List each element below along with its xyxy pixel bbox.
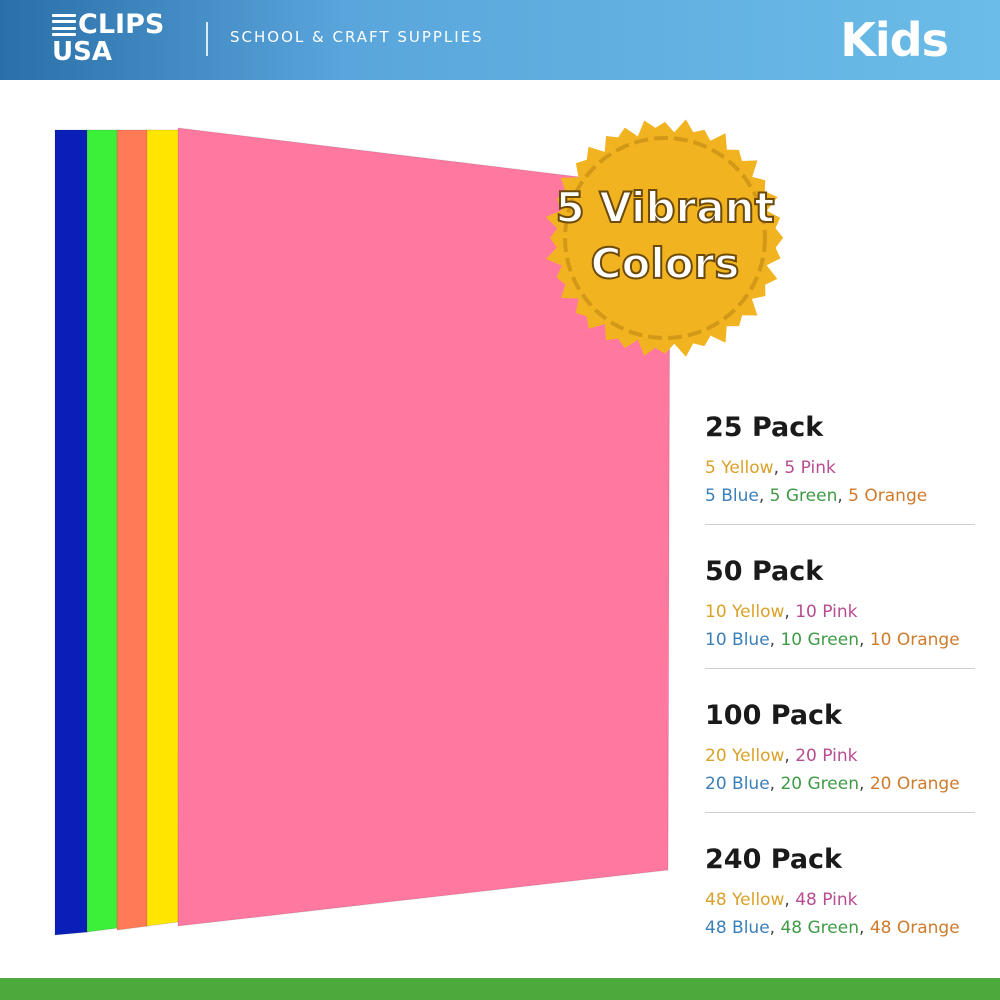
comma: , [784,746,796,766]
comma: , [784,602,796,622]
orange-count: 5 Orange [848,486,928,506]
pack-title: 50 Pack [705,556,824,587]
orange-count: 20 Orange [869,774,960,794]
green-count: 5 Green [769,486,838,506]
comma: , [769,918,781,938]
kids-label: Kids [840,13,949,67]
green-count: 20 Green [780,774,859,794]
comma: , [784,890,796,910]
footer-bar [0,978,1000,1000]
paper-sheet-pink-edge [177,127,671,927]
pack-colors-line-1: 10 Yellow, 10 Pink [705,602,857,622]
pack-option: 50 Pack 10 Yellow, 10 Pink 10 Blue, 10 G… [705,552,975,696]
logo-word-usa: USA [52,37,112,67]
pack-title: 100 Pack [705,700,843,731]
blue-count: 5 Blue [705,486,759,506]
comma: , [769,630,781,650]
paper-sheet-pink [178,128,670,926]
pink-count: 48 Pink [795,890,858,910]
pack-title: 240 Pack [705,844,843,875]
badge-text: 5 Vibrant Colors [540,180,790,292]
pack-colors-line-2: 10 Blue, 10 Green, 10 Orange [705,630,960,650]
comma: , [769,774,781,794]
pink-count: 20 Pink [795,746,858,766]
paper-sheet-orange [117,130,150,930]
vibrant-colors-badge: 5 Vibrant Colors [540,118,790,358]
pack-colors-line-2: 48 Blue, 48 Green, 48 Orange [705,918,960,938]
pack-colors-line-2: 5 Blue, 5 Green, 5 Orange [705,486,927,506]
paper-sheet-blue [55,130,90,935]
comma: , [859,630,870,650]
pack-divider [705,812,975,813]
comma: , [859,774,870,794]
yellow-count: 20 Yellow [705,746,785,766]
paper-sheet-blue-edge [54,129,91,936]
green-count: 48 Green [780,918,859,938]
pack-colors-line-1: 20 Yellow, 20 Pink [705,746,857,766]
flag-stripes-icon [52,14,76,36]
comma: , [859,918,870,938]
paper-sheet-orange-edge [116,129,151,931]
yellow-count: 48 Yellow [705,890,785,910]
badge-line-1: 5 Vibrant [554,182,775,233]
badge-brush-ring [563,136,767,340]
orange-count: 10 Orange [869,630,960,650]
badge-circle [545,119,784,357]
badge-line-2: Colors [590,238,741,289]
header-banner: CLIPS USA SCHOOL & CRAFT SUPPLIES Kids [0,0,1000,80]
pink-count: 5 Pink [784,458,836,478]
logo-word-clips: CLIPS [78,9,165,40]
blue-count: 48 Blue [705,918,770,938]
paper-sheet-green [87,130,120,932]
pack-divider [705,524,975,525]
brand-logo: CLIPS USA [52,10,182,68]
pack-option: 100 Pack 20 Yellow, 20 Pink 20 Blue, 20 … [705,696,975,840]
header-tagline: SCHOOL & CRAFT SUPPLIES [230,28,484,46]
pack-colors-line-1: 48 Yellow, 48 Pink [705,890,857,910]
blue-count: 20 Blue [705,774,770,794]
pink-count: 10 Pink [795,602,858,622]
logo-top-row: CLIPS [52,10,164,40]
yellow-count: 10 Yellow [705,602,785,622]
pack-option: 25 Pack 5 Yellow, 5 Pink 5 Blue, 5 Green… [705,408,975,552]
paper-stack-illustration [54,127,671,936]
pack-colors-line-1: 5 Yellow, 5 Pink [705,458,836,478]
pack-options-list: 25 Pack 5 Yellow, 5 Pink 5 Blue, 5 Green… [705,408,975,984]
pack-divider [705,668,975,669]
orange-count: 48 Orange [869,918,960,938]
comma: , [837,486,849,506]
header-divider [206,22,208,56]
blue-count: 10 Blue [705,630,770,650]
pack-colors-line-2: 20 Blue, 20 Green, 20 Orange [705,774,960,794]
paper-sheet-yellow [147,130,180,926]
pack-option: 240 Pack 48 Yellow, 48 Pink 48 Blue, 48 … [705,840,975,984]
comma: , [758,486,770,506]
badge-paint-blob [545,119,784,357]
yellow-count: 5 Yellow [705,458,774,478]
green-count: 10 Green [780,630,859,650]
pack-title: 25 Pack [705,412,824,443]
comma: , [773,458,785,478]
